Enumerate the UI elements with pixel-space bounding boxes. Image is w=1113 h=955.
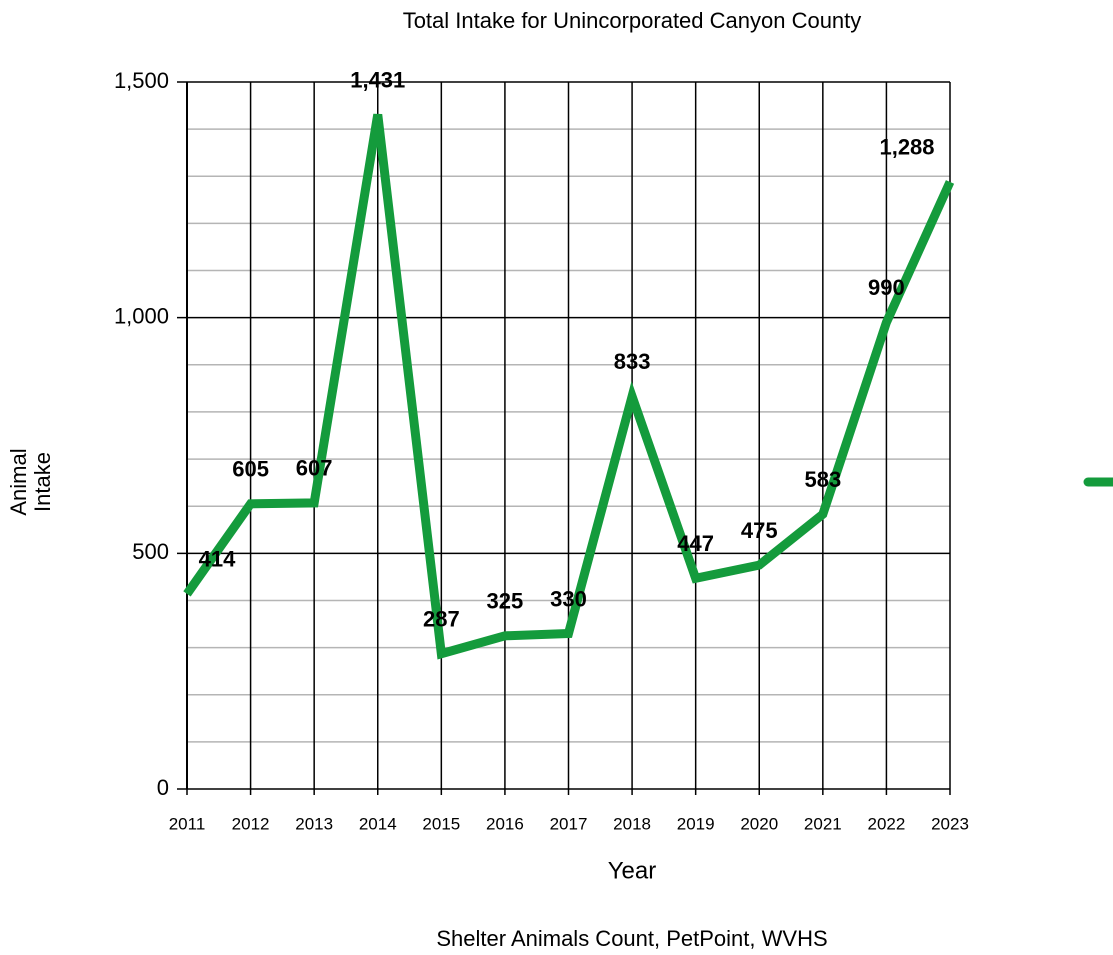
- y-tick-label: 1,500: [114, 68, 169, 93]
- data-label: 583: [804, 467, 841, 492]
- data-label: 447: [677, 531, 714, 556]
- source-note: Shelter Animals Count, PetPoint, WVHS: [436, 926, 827, 951]
- x-tick-label: 2011: [169, 814, 206, 833]
- x-tick-label: 2023: [931, 814, 969, 833]
- data-label: 330: [550, 586, 587, 611]
- y-axis-title: Animal Intake: [6, 448, 55, 516]
- y-tick-label: 1,000: [114, 303, 169, 328]
- data-label: 325: [487, 589, 524, 614]
- chart-title: Total Intake for Unincorporated Canyon C…: [403, 8, 862, 33]
- x-tick-label: 2021: [804, 814, 842, 833]
- data-line: [183, 113, 955, 660]
- data-label: 990: [868, 275, 905, 300]
- x-tick-label: 2017: [550, 814, 588, 833]
- x-tick-label: 2015: [422, 814, 460, 833]
- data-label: 414: [199, 547, 236, 572]
- data-label: 833: [614, 349, 651, 374]
- x-tick-label: 2022: [868, 814, 906, 833]
- y-tick-label: 500: [132, 539, 169, 564]
- x-tick-label: 2012: [232, 814, 270, 833]
- y-tick-label: 0: [157, 775, 169, 800]
- x-tick-label: 2016: [486, 814, 524, 833]
- x-tick-label: 2014: [359, 814, 397, 833]
- x-tick-label: 2018: [613, 814, 651, 833]
- data-label: 1,288: [879, 135, 934, 160]
- data-label: 475: [741, 518, 778, 543]
- data-label: 1,431: [350, 67, 405, 92]
- x-tick-label: 2013: [295, 814, 333, 833]
- x-tick-label: 2019: [677, 814, 715, 833]
- data-label: 605: [232, 457, 269, 482]
- x-tick-label: 2020: [740, 814, 778, 833]
- data-label: 607: [296, 456, 333, 481]
- x-axis-title: Year: [608, 857, 657, 884]
- data-label: 287: [423, 607, 460, 632]
